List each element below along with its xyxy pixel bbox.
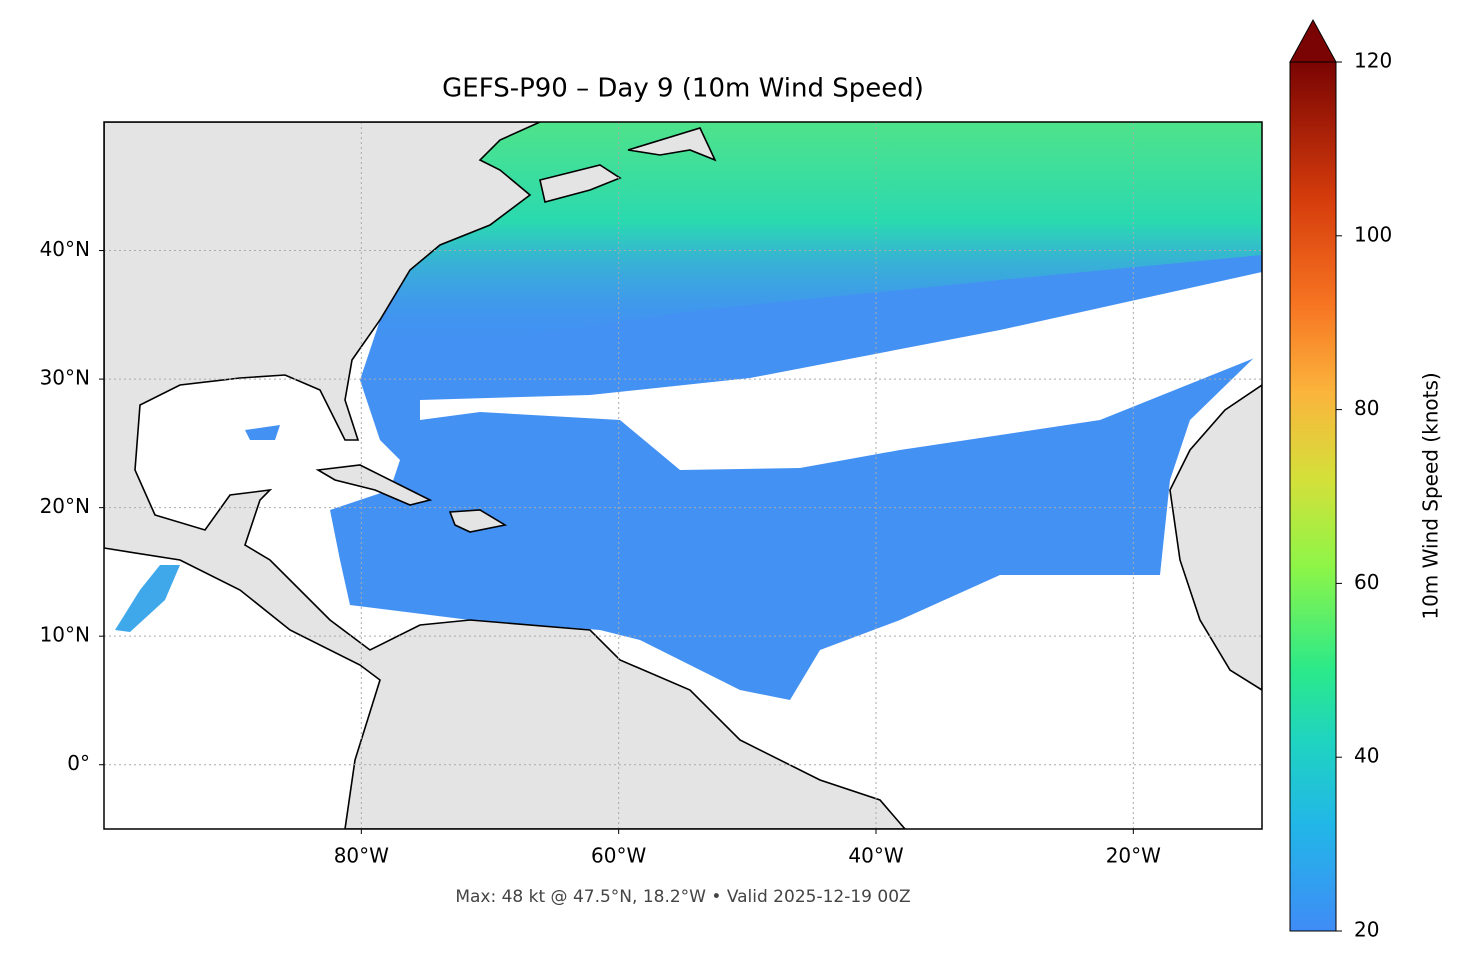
y-tick-label: 30°N: [40, 366, 90, 390]
y-tick-label: 10°N: [40, 623, 90, 647]
calm-area: [880, 575, 1170, 829]
colorbar-tick-label: 100: [1354, 222, 1392, 246]
colorbar-tick-label: 80: [1354, 396, 1379, 420]
colorbar-tick-label: 60: [1354, 570, 1379, 594]
x-tick-label: 20°W: [1106, 844, 1161, 868]
land-americas: [104, 122, 907, 829]
colorbar-extend: [1289, 18, 1337, 63]
land-cuba: [315, 464, 433, 506]
map-footer: Max: 48 kt @ 47.5°N, 18.2°W • Valid 2025…: [455, 887, 910, 907]
map-area: [104, 122, 1262, 829]
y-tick-label: 40°N: [40, 237, 90, 261]
colorbar-label: 10m Wind Speed (knots): [1419, 372, 1443, 619]
graticule: [104, 122, 1262, 829]
map-axes: 80°W 60°W 40°W 20°W 0° 10°N 20°N 30°N 40°N: [40, 237, 1162, 867]
land-africa: [1169, 384, 1262, 691]
land-newfoundland: [627, 127, 717, 162]
colorbar-tick-label: 20: [1354, 918, 1379, 942]
map-title: GEFS-P90 – Day 9 (10m Wind Speed): [442, 74, 924, 104]
map-frame: [103, 121, 1263, 830]
y-tick-label: 20°N: [40, 494, 90, 518]
calm-area: [420, 272, 1262, 470]
land-hispaniola: [448, 509, 508, 533]
colorbar: [1289, 61, 1337, 932]
colorbar-tick-label: 120: [1354, 49, 1392, 73]
wind-field: [245, 425, 280, 440]
colorbar-tick-label: 40: [1354, 744, 1379, 768]
x-tick-label: 80°W: [334, 844, 389, 868]
y-tick-label: 0°: [67, 751, 90, 775]
x-tick-label: 40°W: [848, 844, 903, 868]
wind-field: [115, 565, 180, 632]
x-tick-label: 60°W: [591, 844, 646, 868]
land-canada: [539, 164, 622, 203]
